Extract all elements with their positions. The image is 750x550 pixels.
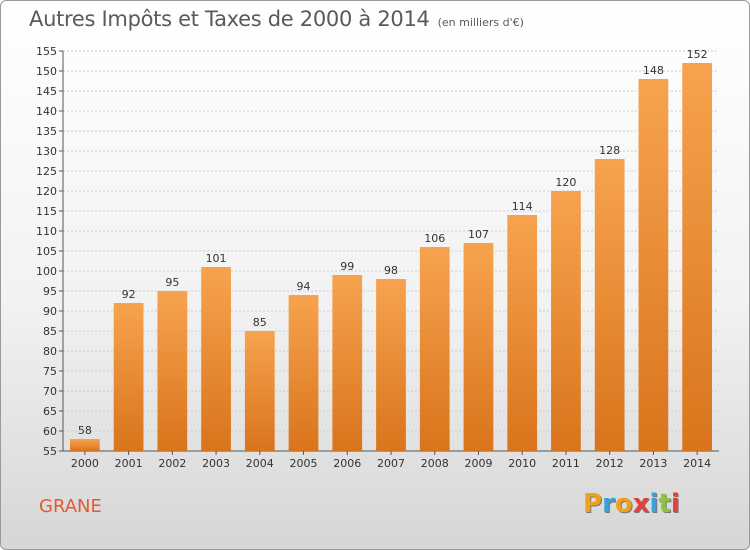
- value-label-2004: 85: [253, 316, 267, 329]
- y-tick-label: 65: [43, 405, 57, 418]
- value-label-2012: 128: [599, 144, 620, 157]
- bar-2006: [332, 275, 363, 451]
- x-tick-label-2012: 2012: [596, 457, 624, 470]
- y-tick-label: 135: [36, 125, 57, 138]
- axis-layer: 55 60 65 70 75 80 85 90 95 100 105 110 115 120 125 130 1…: [36, 45, 719, 470]
- bar-2007: [376, 279, 406, 451]
- logo-letter: i: [670, 489, 680, 519]
- bar-2003: [201, 267, 231, 451]
- value-label-2013: 148: [643, 64, 664, 77]
- value-label-2006: 99: [340, 260, 354, 273]
- x-tick-label-2002: 2002: [158, 457, 186, 470]
- value-label-2010: 114: [512, 200, 533, 213]
- value-label-2001: 92: [122, 288, 136, 301]
- x-tick-label-2011: 2011: [552, 457, 580, 470]
- bar-2012: [594, 159, 625, 451]
- bar-2009: [463, 243, 494, 451]
- x-tick-label-2009: 2009: [464, 457, 492, 470]
- y-tick-label: 110: [36, 225, 57, 238]
- y-tick-label: 85: [43, 325, 57, 338]
- bar-2010: [507, 215, 538, 451]
- y-tick-label: 90: [43, 305, 57, 318]
- y-tick-label: 130: [36, 145, 57, 158]
- x-tick-label-2004: 2004: [246, 457, 274, 470]
- y-tick-label: 145: [36, 85, 57, 98]
- value-label-2014: 152: [687, 48, 708, 61]
- value-label-2011: 120: [555, 176, 576, 189]
- bar-2004: [244, 331, 275, 451]
- x-tick-label-2001: 2001: [115, 457, 143, 470]
- y-tick-label: 95: [43, 285, 57, 298]
- y-tick-label: 125: [36, 165, 57, 178]
- y-tick-label: 115: [36, 205, 57, 218]
- y-tick-label: 105: [36, 245, 57, 258]
- y-tick-label: 60: [43, 425, 57, 438]
- bar-2000: [69, 439, 100, 451]
- proxiti-logo[interactable]: Proxiti: [583, 489, 680, 519]
- bar-2002: [157, 291, 188, 451]
- bar-2001: [113, 303, 144, 451]
- chart-title: Autres Impôts et Taxes de 2000 à 2014 (en…: [29, 7, 524, 31]
- logo-letter: t: [658, 489, 671, 519]
- x-tick-label-2014: 2014: [683, 457, 711, 470]
- y-tick-label: 75: [43, 365, 57, 378]
- x-tick-label-2010: 2010: [508, 457, 536, 470]
- logo-letter: x: [632, 489, 650, 519]
- x-tick-label-2005: 2005: [290, 457, 318, 470]
- y-tick-label: 55: [43, 445, 57, 458]
- y-tick-label: 155: [36, 45, 57, 58]
- location-label: GRANE: [39, 496, 102, 517]
- y-tick-label: 100: [36, 265, 57, 278]
- x-tick-label-2008: 2008: [421, 457, 449, 470]
- value-label-2007: 98: [384, 264, 398, 277]
- y-tick-label: 70: [43, 385, 57, 398]
- x-tick-label-2003: 2003: [202, 457, 230, 470]
- logo-letter: o: [614, 489, 633, 519]
- logo-letter: i: [649, 489, 659, 519]
- value-label-2002: 95: [165, 276, 179, 289]
- bar-layer: 58 92 95 101 85 94 99 98 106 107 114 120 128 148 152: [69, 48, 713, 451]
- bar-2013: [638, 79, 669, 451]
- bar-2014: [682, 63, 713, 451]
- logo-letter: r: [602, 489, 615, 519]
- value-label-2003: 101: [206, 252, 227, 265]
- chart-subtitle: (en milliers d'€): [437, 16, 524, 29]
- y-tick-label: 80: [43, 345, 57, 358]
- bar-2011: [551, 191, 581, 451]
- value-label-2005: 94: [297, 280, 311, 293]
- bar-2005: [288, 295, 319, 451]
- chart-title-text: Autres Impôts et Taxes de 2000 à 2014: [29, 7, 430, 31]
- y-tick-label: 150: [36, 65, 57, 78]
- logo-letter: P: [583, 489, 603, 519]
- x-tick-label-2000: 2000: [71, 457, 99, 470]
- value-label-2008: 106: [424, 232, 445, 245]
- x-tick-label-2013: 2013: [639, 457, 667, 470]
- value-label-2000: 58: [78, 424, 92, 437]
- y-tick-label: 140: [36, 105, 57, 118]
- x-tick-label-2007: 2007: [377, 457, 405, 470]
- value-label-2009: 107: [468, 228, 489, 241]
- bar-2008: [419, 247, 450, 451]
- x-tick-label-2006: 2006: [333, 457, 361, 470]
- y-tick-label: 120: [36, 185, 57, 198]
